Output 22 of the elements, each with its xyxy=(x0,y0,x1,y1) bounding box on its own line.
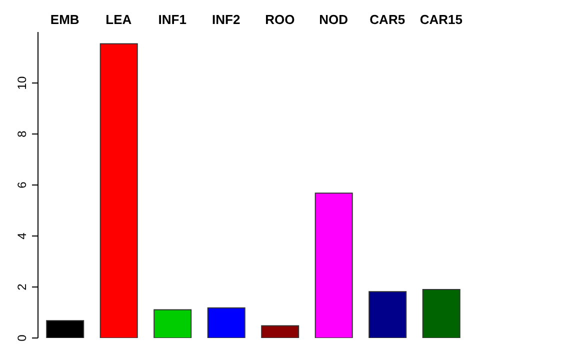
x-tick-label: CAR5 xyxy=(370,12,406,27)
y-tick-label: 10 xyxy=(15,76,29,90)
y-tick-label: 4 xyxy=(15,232,29,240)
x-tick-label: ROO xyxy=(265,12,295,27)
bar xyxy=(261,325,300,338)
bar xyxy=(314,192,353,338)
y-tick-label: 0 xyxy=(15,334,29,342)
x-tick-label: CAR15 xyxy=(420,12,462,27)
bar xyxy=(46,320,84,338)
x-tick-label: LEA xyxy=(106,12,132,27)
y-tick-label: 6 xyxy=(15,181,29,188)
x-tick-label: INF1 xyxy=(158,12,186,27)
bar xyxy=(100,43,138,338)
x-tick-label: EMB xyxy=(50,12,80,27)
x-tick-label: NOD xyxy=(319,12,348,27)
y-tick-label: 2 xyxy=(15,283,29,290)
x-tick-label: INF2 xyxy=(212,12,240,27)
bar xyxy=(422,289,460,338)
bar xyxy=(368,291,407,338)
y-tick-label: 8 xyxy=(15,130,29,138)
bar xyxy=(207,307,246,338)
bar xyxy=(154,309,192,338)
